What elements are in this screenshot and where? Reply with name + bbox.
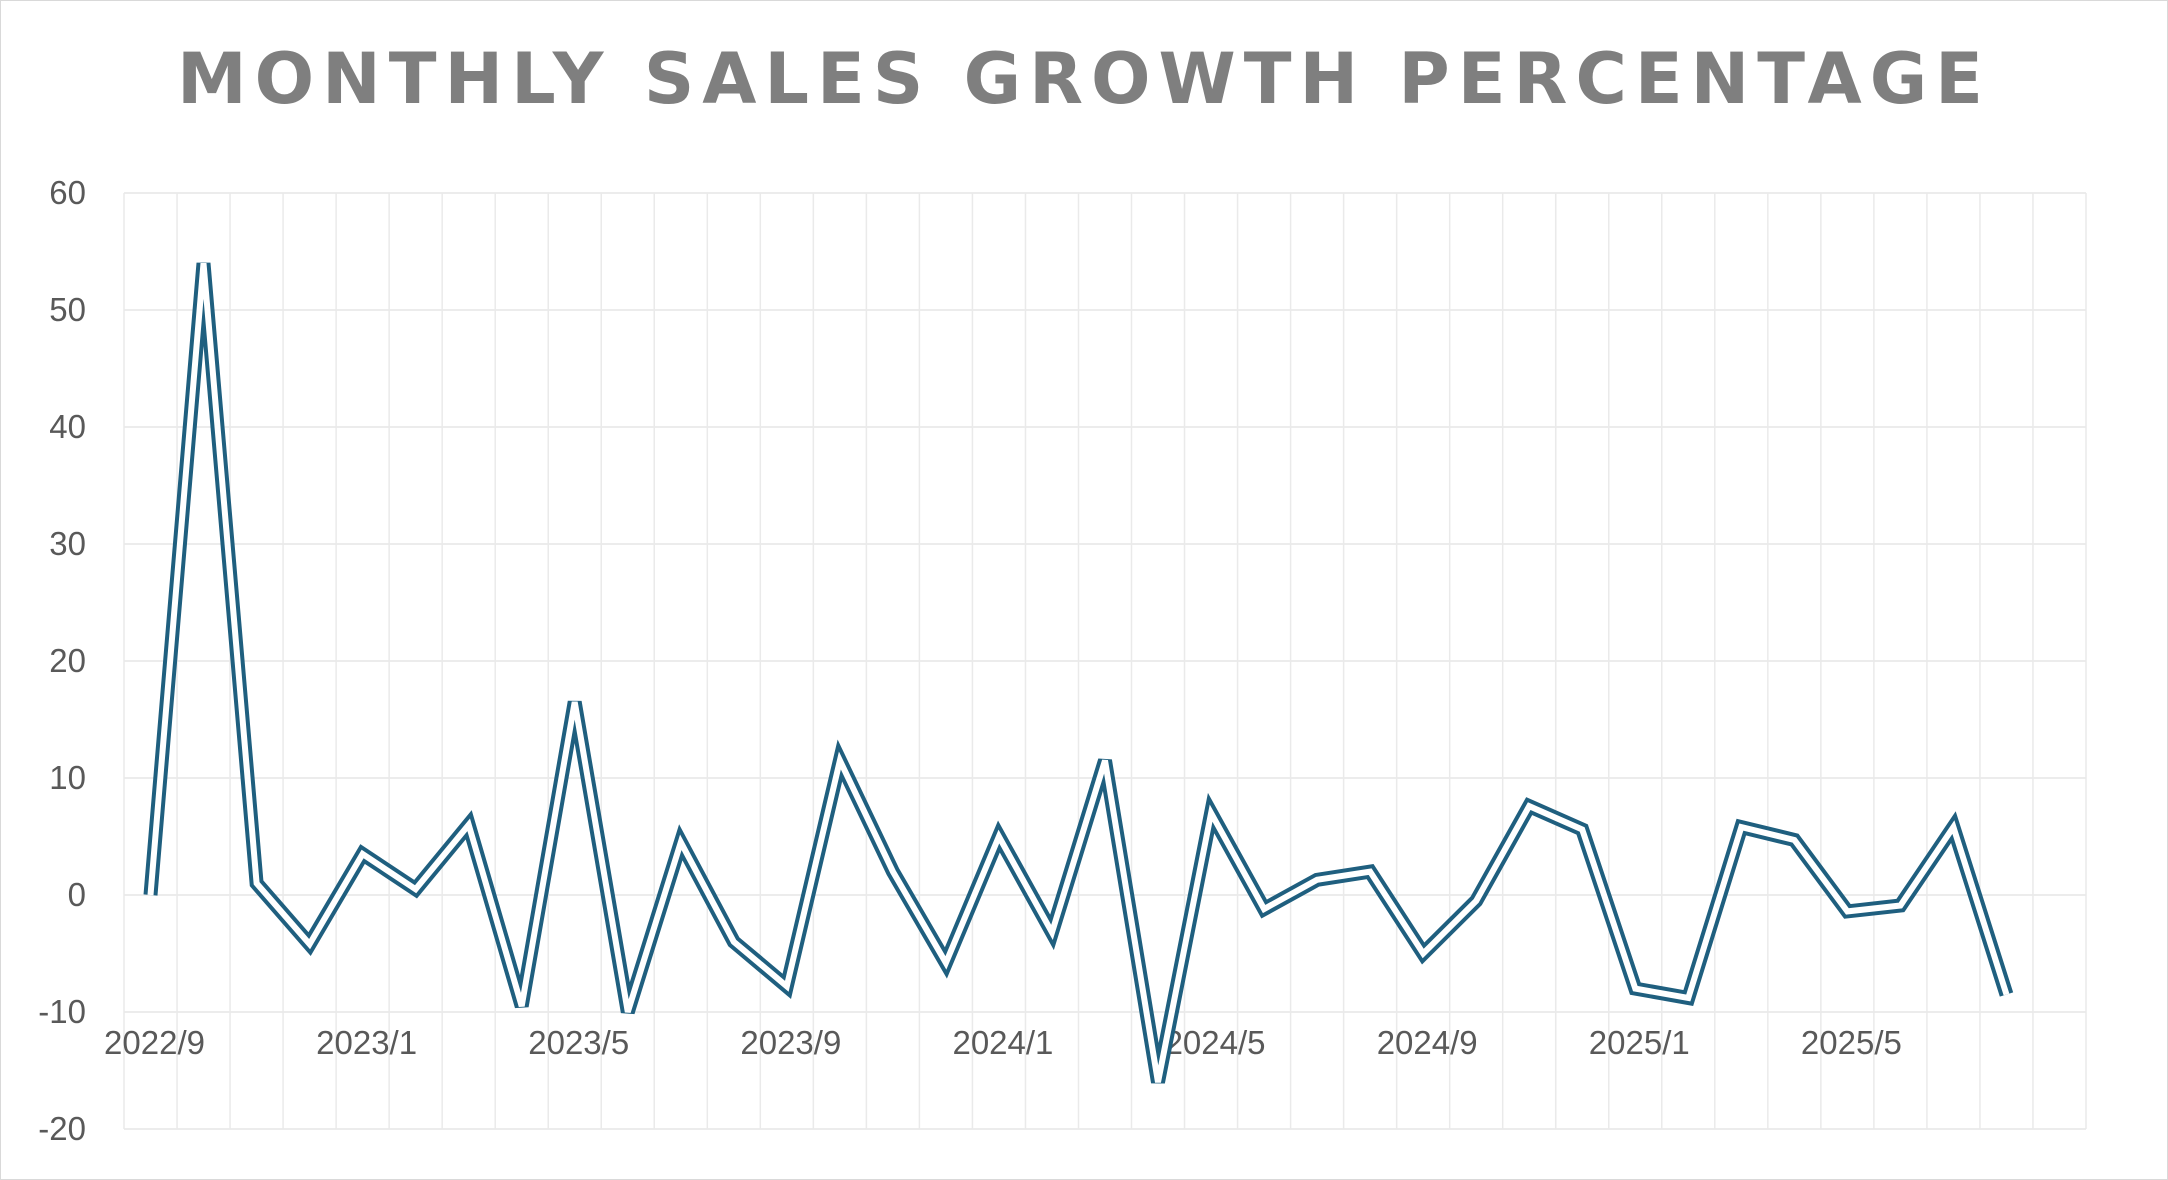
x-tick-label: 2024/9 — [1377, 1024, 1478, 1061]
x-tick-label: 2023/9 — [740, 1024, 841, 1061]
x-tick-label: 2023/5 — [528, 1024, 629, 1061]
x-tick-label: 2024/5 — [1165, 1024, 1266, 1061]
y-tick-label: 20 — [49, 642, 86, 679]
gridlines — [123, 192, 2087, 1130]
y-tick-label: 30 — [49, 525, 86, 562]
chart-title: MONTHLY SALES GROWTH PERCENTAGE — [177, 38, 1991, 120]
y-tick-label: 60 — [49, 174, 86, 211]
y-axis-ticks: 60 50 40 30 20 10 0 -10 -20 — [38, 174, 86, 1147]
y-tick-label: -10 — [38, 993, 86, 1030]
x-tick-label: 2024/1 — [952, 1024, 1053, 1061]
x-axis-ticks: 2022/9 2023/1 2023/5 2023/9 2024/1 2024/5 2024… — [104, 1024, 1902, 1061]
y-tick-label: 10 — [49, 759, 86, 796]
x-tick-label: 2025/1 — [1589, 1024, 1690, 1061]
y-tick-label: 40 — [49, 408, 86, 445]
x-tick-label: 2022/9 — [104, 1024, 205, 1061]
x-tick-label: 2023/1 — [316, 1024, 417, 1061]
y-tick-label: 0 — [68, 876, 86, 913]
series-layer — [143, 262, 2014, 1084]
series-line-inner — [147, 262, 2010, 1083]
y-tick-label: 50 — [49, 291, 86, 328]
x-tick-label: 2025/5 — [1801, 1024, 1902, 1061]
y-tick-label: -20 — [38, 1110, 86, 1147]
